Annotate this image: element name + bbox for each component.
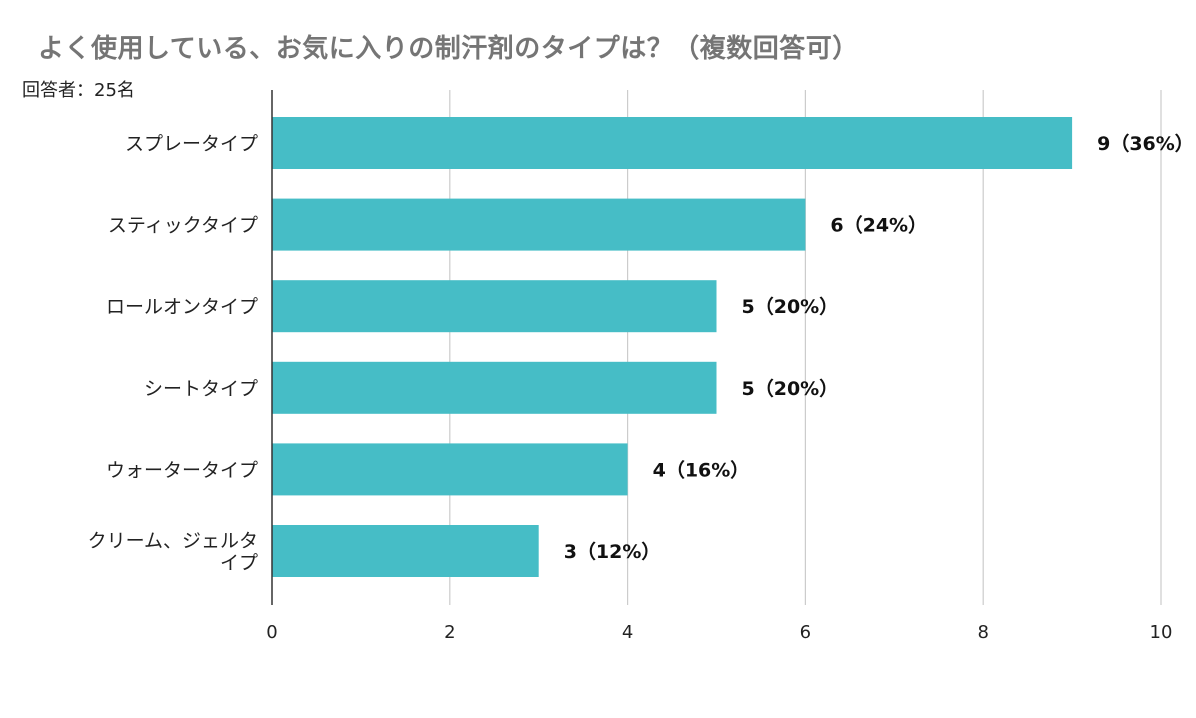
category-label: スプレータイプ (125, 133, 258, 155)
category-label: ロールオンタイプ (106, 296, 258, 318)
data-label: 6（24%） (830, 214, 927, 237)
grid-lines (449, 90, 1162, 605)
bars (272, 117, 1073, 577)
bar (272, 198, 806, 251)
bar (272, 280, 717, 333)
x-tick-label: 8 (977, 622, 988, 643)
category-label: イプ (220, 552, 258, 574)
bar (272, 525, 539, 577)
chart-title: よく使用している、お気に入りの制汗剤のタイプは？（複数回答可） (38, 34, 859, 64)
bar (272, 443, 628, 496)
bar (272, 361, 717, 414)
data-label: 4（16%） (653, 458, 750, 481)
x-tick-label: 2 (444, 622, 455, 643)
category-label: ウォータータイプ (106, 459, 258, 481)
x-tick-label: 6 (800, 622, 811, 643)
x-tick-label: 10 (1150, 622, 1173, 643)
category-label: シートタイプ (144, 378, 258, 400)
bar (272, 117, 1073, 169)
category-label: スティックタイプ (108, 215, 258, 237)
x-tick-label: 0 (266, 622, 277, 643)
data-label: 5（20%） (742, 295, 839, 318)
chart-subtitle: 回答者：25名 (22, 80, 135, 101)
data-label: 5（20%） (742, 377, 839, 400)
data-label: 3（12%） (564, 540, 661, 563)
labels: 0 2 4 6 8 10 スプレータイプ 9（36%） スティックタイプ 6（24%） ロールオンタ… (88, 132, 1194, 643)
data-label: 9（36%） (1097, 132, 1194, 155)
x-tick-label: 4 (622, 622, 633, 643)
category-label: クリーム、ジェルタ (88, 530, 258, 552)
